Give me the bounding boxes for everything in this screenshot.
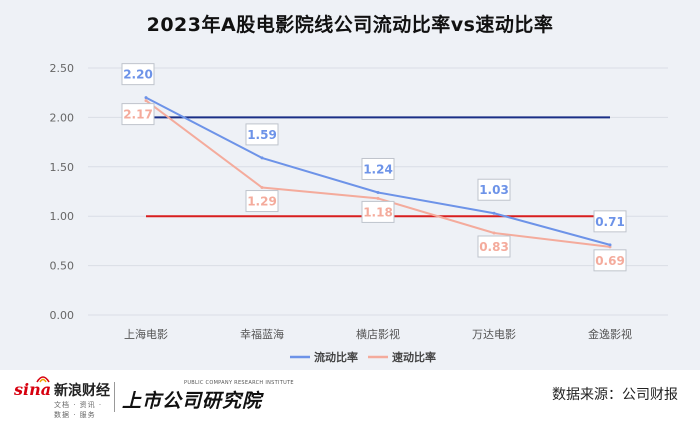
- sina-name: 新浪财经: [54, 383, 110, 399]
- x-tick-label: 金逸影视: [588, 327, 632, 341]
- data-label: 1.59: [247, 128, 277, 142]
- data-label-box: [593, 249, 627, 272]
- data-label-box: [121, 63, 155, 86]
- x-tick-label: 万达电影: [472, 328, 516, 341]
- data-label-box: [361, 157, 395, 180]
- data-labels: 2.20 1.59 1.24 1.03 0.71 2.17 1.29 1.18 0.83 0.69: [121, 63, 627, 272]
- data-label: 0.71: [595, 215, 625, 229]
- data-label: 1.18: [363, 205, 393, 219]
- axis-labels: 0.00 0.50 1.00 1.50 2.00 2.50 上海电影 幸福蓝海 横店影视 万达电影…: [50, 62, 633, 341]
- data-label: 1.03: [479, 183, 509, 197]
- data-label: 0.83: [479, 240, 509, 254]
- data-point: [260, 156, 264, 160]
- y-tick-label: 2.00: [50, 111, 75, 124]
- data-point: [376, 190, 380, 194]
- data-label-box: [245, 190, 279, 213]
- sina-logo: sina 新浪财经 文档 · 资讯 · 数据 · 服务: [14, 376, 112, 419]
- data-label-box: [477, 178, 511, 201]
- data-point: [376, 196, 380, 200]
- x-tick-label: 横店影视: [356, 327, 400, 341]
- data-point: [260, 186, 264, 190]
- data-point: [144, 96, 148, 100]
- institute-en: PUBLIC COMPANY RESEARCH INSTITUTE: [184, 380, 294, 386]
- series-lines: [144, 96, 612, 249]
- data-label: 2.17: [123, 108, 153, 122]
- y-tick-label: 1.00: [50, 210, 75, 223]
- footer: sina 新浪财经 文档 · 资讯 · 数据 · 服务 PUBLIC COMPA…: [0, 370, 700, 426]
- data-label-box: [361, 200, 395, 223]
- sina-eye-icon: [36, 376, 50, 383]
- data-label-box: [477, 235, 511, 258]
- institute-logo: PUBLIC COMPANY RESEARCH INSTITUTE 上市公司研究…: [122, 380, 294, 416]
- y-tick-label: 1.50: [50, 161, 75, 174]
- institute-cn: 上市公司研究院: [122, 390, 263, 412]
- y-tick-label: 0.00: [50, 309, 75, 322]
- line-chart: 2.20 1.59 1.24 1.03 0.71 2.17 1.29 1.18 0.83 0.69…: [50, 62, 668, 364]
- data-label-box: [593, 210, 627, 233]
- data-label: 0.69: [595, 254, 625, 268]
- y-tick-label: 2.50: [50, 62, 75, 75]
- data-point: [608, 243, 612, 247]
- data-point: [144, 99, 148, 103]
- legend-label: 速动比率: [392, 350, 436, 364]
- data-label-box: [245, 123, 279, 146]
- legend: 流动比率 速动比率: [290, 350, 436, 364]
- data-label-box: [121, 103, 155, 126]
- sina-brand: sina: [14, 380, 52, 399]
- data-label: 2.20: [123, 68, 153, 82]
- data-source: 数据来源：公司财报: [552, 387, 678, 403]
- data-label: 1.24: [363, 162, 393, 176]
- chart-title: 2023年A股电影院线公司流动比率vs速动比率: [146, 14, 554, 36]
- x-tick-label: 上海电影: [124, 327, 168, 341]
- sina-tagline: 文档 · 资讯 · 数据 · 服务: [54, 401, 103, 419]
- y-tick-label: 0.50: [50, 260, 75, 273]
- data-point: [492, 211, 496, 215]
- footer-divider: [114, 382, 115, 412]
- data-point: [492, 231, 496, 235]
- x-tick-label: 幸福蓝海: [240, 327, 284, 341]
- data-label: 1.29: [247, 195, 277, 209]
- legend-label: 流动比率: [314, 350, 358, 364]
